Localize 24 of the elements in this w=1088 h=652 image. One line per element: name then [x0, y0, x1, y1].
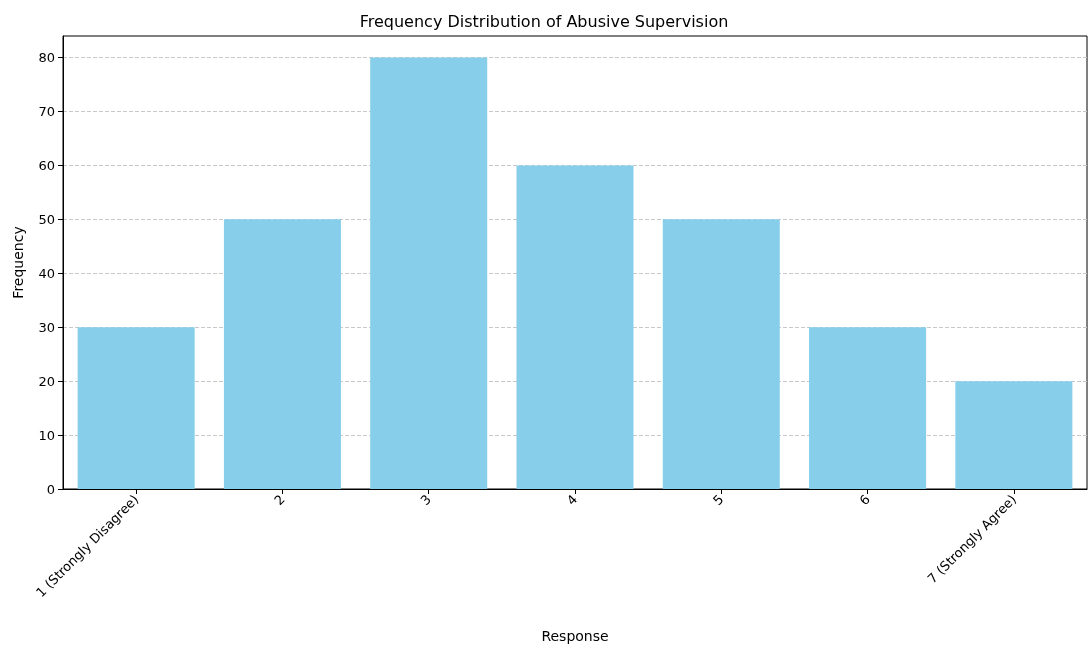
chart-title: Frequency Distribution of Abusive Supervision: [359, 11, 729, 31]
bar: [223, 219, 341, 489]
bar: [516, 165, 634, 489]
y-tick-label: 30: [38, 319, 55, 335]
x-tick-label: 3: [417, 491, 435, 509]
x-tick-label: 6: [856, 491, 873, 509]
x-axis-title: Response: [541, 628, 609, 644]
y-tick-label: 10: [38, 427, 55, 443]
bar: [662, 219, 780, 489]
y-tick-label: 70: [38, 104, 55, 119]
y-tick-label: 40: [38, 265, 55, 281]
x-tick-label: 5: [710, 491, 727, 509]
y-tick-label: 20: [38, 373, 55, 389]
y-tick-label: 80: [38, 50, 55, 66]
bar: [77, 327, 195, 489]
bar: [809, 327, 927, 489]
x-tick-label: 4: [563, 491, 581, 509]
y-axis-title: Frequency: [10, 226, 26, 299]
y-tick-label: 60: [38, 157, 55, 173]
y-tick-label: 0: [46, 481, 55, 497]
x-tick-label: 2: [271, 491, 288, 509]
bar: [955, 381, 1073, 489]
y-tick-label: 50: [38, 211, 55, 227]
bar: [370, 57, 488, 489]
